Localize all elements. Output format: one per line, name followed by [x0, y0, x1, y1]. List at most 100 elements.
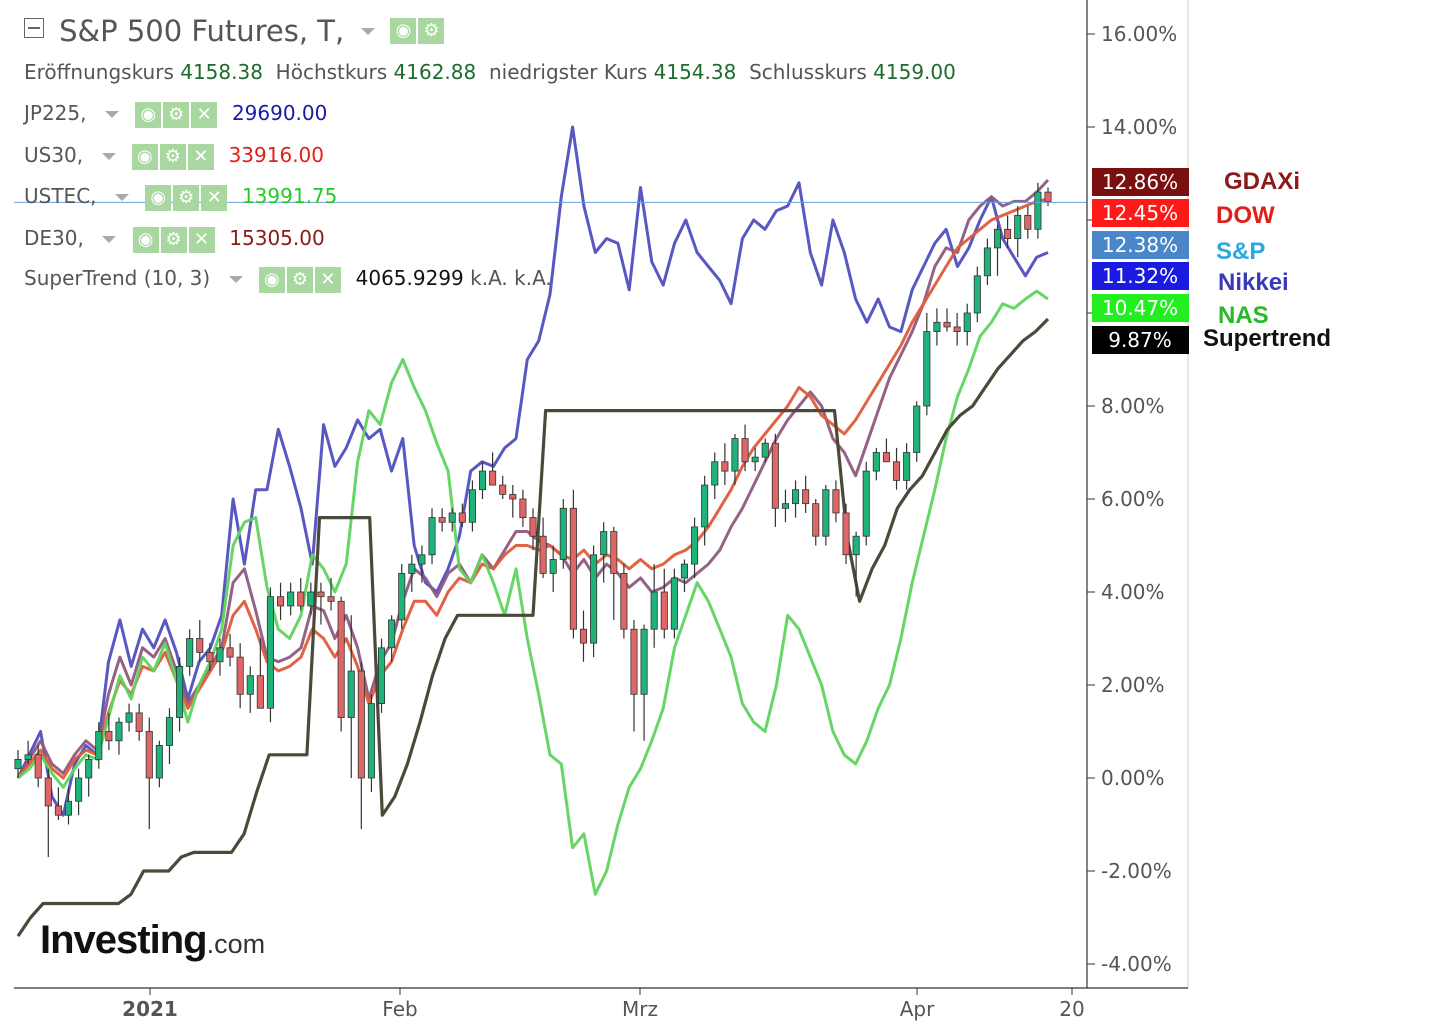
candle-body — [388, 619, 396, 649]
last-value-text: 12.86% — [1102, 170, 1178, 194]
close-icon[interactable]: ✕ — [201, 184, 228, 211]
candle-body — [367, 703, 375, 779]
candle-body — [1044, 191, 1052, 202]
chevron-down-icon[interactable] — [228, 276, 243, 283]
candle-body — [1024, 214, 1032, 230]
candle-body — [347, 670, 355, 718]
chevron-down-icon[interactable] — [101, 153, 116, 160]
candle-body — [14, 759, 22, 770]
candle-body — [610, 531, 618, 574]
candle-body — [499, 484, 507, 495]
chevron-down-icon[interactable] — [104, 111, 119, 118]
candle-body — [973, 275, 981, 314]
legend-extra: k.A. — [470, 266, 508, 290]
gear-icon[interactable]: ⚙ — [286, 266, 313, 293]
close-icon[interactable]: ✕ — [187, 143, 214, 170]
candle-body — [630, 628, 638, 695]
y-tick-label: 6.00% — [1101, 487, 1165, 511]
candle-body — [236, 656, 244, 695]
eye-icon[interactable]: ◉ — [132, 226, 159, 253]
candle-body — [317, 591, 325, 598]
eye-icon[interactable]: ◉ — [390, 18, 417, 44]
candle-body — [24, 754, 32, 760]
candle-body — [448, 512, 456, 523]
legend-item-de30[interactable]: DE30, ◉ ⚙ ✕ 15305.00 — [24, 226, 325, 256]
y-tick-label: 2.00% — [1101, 673, 1165, 697]
legend-item-supertrend[interactable]: SuperTrend (10, 3) ◉ ⚙ ✕ 4065.9299 k.A. k.… — [24, 266, 552, 296]
y-tick-label: -2.00% — [1101, 859, 1172, 883]
candle-body — [266, 596, 274, 709]
candle-body — [923, 331, 931, 407]
candle-body — [287, 591, 295, 607]
logo-suffix: .com — [206, 929, 266, 959]
candle-body — [711, 461, 719, 486]
close-value: 4159.00 — [873, 60, 956, 84]
legend-name: DE30, — [24, 226, 84, 250]
candle-body — [176, 666, 184, 718]
legend-name: SuperTrend (10, 3) — [24, 266, 211, 290]
chevron-down-icon[interactable] — [361, 27, 376, 35]
candle-body — [691, 526, 699, 565]
close-label: Schlusskurs — [749, 60, 867, 84]
chart-title-row: S&P 500 Futures, T, ◉ ⚙ — [24, 14, 446, 54]
last-value-text: 9.87% — [1108, 328, 1172, 352]
gear-icon[interactable]: ⚙ — [418, 18, 445, 44]
chart-title: S&P 500 Futures, T, — [59, 14, 345, 48]
chevron-down-icon[interactable] — [102, 236, 117, 243]
chevron-down-icon[interactable] — [114, 194, 129, 201]
logo-main: Investing — [40, 918, 208, 962]
annotation-dow: DOW — [1216, 202, 1275, 229]
candle-body — [963, 312, 971, 333]
candle-body — [549, 559, 557, 574]
candle-body — [872, 452, 880, 472]
high-label: Höchstkurs — [275, 60, 388, 84]
candle-body — [115, 721, 123, 742]
candle-body — [590, 554, 598, 644]
candle-body — [822, 489, 830, 537]
candle-body — [398, 573, 406, 621]
close-icon[interactable]: ✕ — [188, 226, 215, 253]
candle-body — [852, 535, 860, 556]
candle-body — [125, 712, 133, 723]
candle-body — [539, 535, 547, 574]
candle-body — [862, 470, 870, 537]
legend-item-jp225[interactable]: JP225, ◉ ⚙ ✕ 29690.00 — [24, 101, 327, 131]
high-value: 4162.88 — [393, 60, 477, 84]
gear-icon[interactable]: ⚙ — [173, 184, 200, 211]
legend-value: 15305.00 — [229, 226, 325, 250]
candle-body — [781, 503, 789, 509]
close-icon[interactable]: ✕ — [314, 266, 341, 293]
candle-body — [226, 647, 234, 658]
close-icon[interactable]: ✕ — [191, 101, 218, 128]
candle-body — [892, 461, 901, 481]
candle-body — [85, 759, 93, 779]
candle-body — [64, 800, 73, 816]
x-tick-label: 2021 — [122, 997, 178, 1021]
legend-item-us30[interactable]: US30, ◉ ⚙ ✕ 33916.00 — [24, 143, 324, 173]
candle-body — [953, 326, 961, 333]
candle-body — [105, 731, 113, 742]
gear-icon[interactable]: ⚙ — [159, 143, 186, 170]
eye-icon[interactable]: ◉ — [135, 101, 162, 128]
eye-icon[interactable]: ◉ — [131, 143, 158, 170]
gear-icon[interactable]: ⚙ — [163, 101, 190, 128]
candle-body — [478, 470, 487, 491]
last-value-labels: 12.86% 12.45% 12.38% 11.32% 10.47% 9.87% — [1092, 168, 1189, 354]
last-value-badge — [1092, 294, 1189, 322]
series-line-nikkei — [16, 125, 1049, 817]
eye-icon[interactable]: ◉ — [145, 184, 172, 211]
y-axis-ticks: 16.00%14.00%12.00%10.00%8.00%6.00%4.00%2… — [1087, 22, 1177, 976]
y-tick-label: 14.00% — [1101, 115, 1177, 139]
legend-item-ustec[interactable]: USTEC, ◉ ⚙ ✕ 13991.75 — [24, 184, 337, 214]
candle-body — [408, 563, 416, 574]
candle-body — [135, 712, 143, 732]
candle-body — [297, 591, 305, 607]
collapse-icon[interactable] — [24, 18, 44, 38]
last-value-badge — [1092, 326, 1189, 354]
gear-icon[interactable]: ⚙ — [160, 226, 187, 253]
candle-body — [741, 438, 749, 463]
eye-icon[interactable]: ◉ — [258, 266, 285, 293]
legend-value: 29690.00 — [231, 101, 328, 125]
legend-value: 13991.75 — [241, 184, 338, 208]
x-axis-ticks: 2021 Feb Mrz Apr 20 — [122, 988, 1085, 1021]
